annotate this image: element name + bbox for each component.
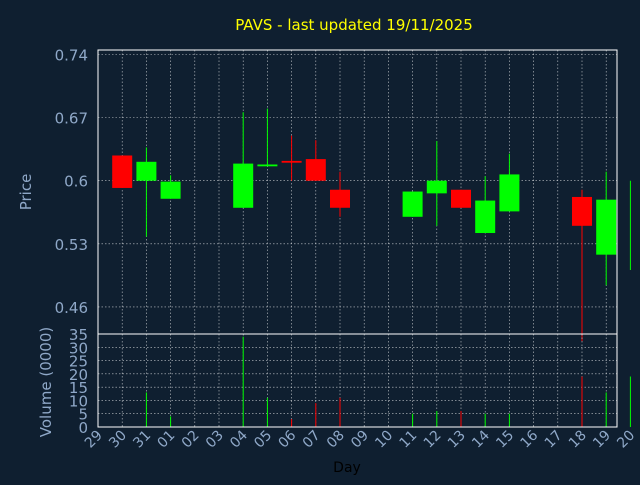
- volume-tick-label: 0: [78, 419, 88, 437]
- day-tick-label: 30: [106, 428, 130, 452]
- candle-body: [257, 164, 278, 167]
- price-tick-label: 0.67: [55, 110, 88, 128]
- candle-body: [233, 163, 254, 208]
- day-tick-label: 04: [227, 427, 251, 451]
- candle-body: [136, 161, 157, 181]
- candle-body: [160, 181, 181, 199]
- day-tick-label: 19: [590, 428, 614, 452]
- candle-body: [402, 191, 423, 217]
- day-tick-label: 11: [397, 428, 421, 452]
- day-tick-label: 10: [372, 428, 396, 452]
- day-tick-label: 12: [421, 428, 445, 452]
- price-tick-label: 0.53: [55, 236, 88, 254]
- candle-body: [112, 155, 133, 188]
- day-tick-label: 03: [203, 428, 227, 452]
- day-tick-label: 02: [179, 428, 203, 452]
- volume-tick-label: 15: [69, 379, 88, 397]
- volume-tick-label: 30: [69, 339, 88, 357]
- price-tick-label: 0.74: [55, 47, 88, 65]
- price-panel: 0.74 0.67 0.6 0.53 0.46: [55, 47, 631, 342]
- candle-body: [475, 200, 496, 234]
- price-tick-label: 0.46: [55, 299, 88, 317]
- candle-body: [572, 196, 592, 226]
- volume-axis-label: Volume (0000): [37, 327, 55, 437]
- volume-frame: [97, 333, 618, 428]
- day-tick-label: 09: [348, 428, 372, 452]
- candle-body: [330, 189, 350, 208]
- volume-tick-label: 5: [78, 406, 88, 424]
- day-tick-label: 20: [614, 428, 638, 452]
- day-tick-label: 17: [542, 428, 566, 452]
- candle-body: [596, 199, 617, 255]
- candle-body: [499, 174, 520, 212]
- candle-body: [451, 189, 471, 208]
- candle-body: [426, 180, 447, 194]
- chart-title: PAVS - last updated 19/11/2025: [235, 16, 473, 34]
- day-tick-label: 18: [566, 428, 590, 452]
- volume-tick-label: 25: [69, 353, 88, 371]
- price-tick-label: 0.6: [64, 173, 88, 191]
- day-tick-label: 01: [155, 428, 179, 452]
- day-tick-label: 31: [130, 428, 154, 452]
- day-axis-label: Day: [333, 460, 361, 476]
- price-axis-label: Price: [17, 174, 35, 211]
- day-tick-label: 05: [251, 428, 275, 452]
- day-tick-label: 08: [324, 428, 348, 452]
- candle-body: [281, 160, 302, 163]
- day-tick-label: 15: [493, 428, 517, 452]
- candle-body: [305, 159, 326, 181]
- day-tick-label: 14: [469, 427, 493, 451]
- volume-tick-label: 35: [69, 326, 88, 344]
- day-tick-labels: 29 30 31 01 02 03 04 05 06 07 08 09 10 11 12 13 14 15 16 17…: [82, 427, 638, 451]
- day-tick-label: 16: [518, 427, 542, 451]
- day-tick-label: 06: [276, 427, 300, 451]
- volume-tick-label: 10: [69, 392, 88, 410]
- volume-tick-label: 20: [69, 366, 88, 384]
- day-tick-label: 13: [445, 428, 469, 452]
- day-tick-label: 07: [300, 428, 324, 452]
